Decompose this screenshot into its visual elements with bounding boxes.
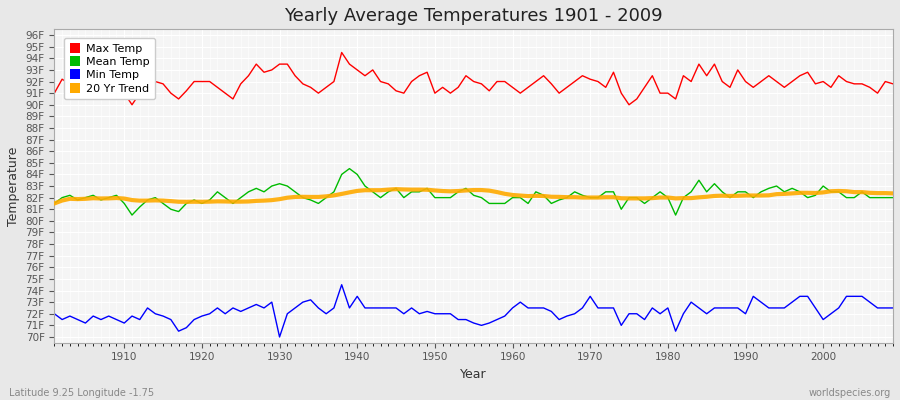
Line: Max Temp: Max Temp <box>54 52 893 105</box>
Max Temp <box>290 73 301 78</box>
Legend: Max Temp, Mean Temp, Min Temp, 20 Yr Trend: Max Temp, Mean Temp, Min Temp, 20 Yr Tre… <box>64 38 156 99</box>
Min Temp <box>274 334 285 339</box>
Max Temp <box>344 62 355 66</box>
Text: worldspecies.org: worldspecies.org <box>809 388 891 398</box>
20 Yr Trend <box>887 191 898 196</box>
Mean Temp <box>337 172 347 177</box>
Max Temp <box>887 82 898 86</box>
Mean Temp <box>49 201 59 206</box>
Max Temp <box>111 88 122 93</box>
20 Yr Trend <box>515 193 526 198</box>
Line: Mean Temp: Mean Temp <box>54 169 893 215</box>
20 Yr Trend <box>282 195 292 200</box>
Max Temp <box>49 91 59 96</box>
20 Yr Trend <box>111 196 122 200</box>
Title: Yearly Average Temperatures 1901 - 2009: Yearly Average Temperatures 1901 - 2009 <box>284 7 663 25</box>
20 Yr Trend <box>49 201 59 206</box>
Max Temp <box>127 102 138 107</box>
X-axis label: Year: Year <box>461 368 487 381</box>
Mean Temp <box>616 207 626 212</box>
Min Temp <box>344 306 355 310</box>
Mean Temp <box>515 195 526 200</box>
Line: Min Temp: Min Temp <box>54 285 893 337</box>
20 Yr Trend <box>391 187 401 192</box>
Line: 20 Yr Trend: 20 Yr Trend <box>54 189 893 204</box>
Min Temp <box>887 306 898 310</box>
Min Temp <box>111 317 122 322</box>
20 Yr Trend <box>328 193 339 198</box>
Max Temp <box>523 85 534 90</box>
Min Temp <box>290 306 301 310</box>
Max Temp <box>515 91 526 96</box>
Max Temp <box>337 50 347 55</box>
Min Temp <box>523 306 534 310</box>
Y-axis label: Temperature: Temperature <box>7 146 20 226</box>
Min Temp <box>49 311 59 316</box>
Mean Temp <box>127 213 138 218</box>
20 Yr Trend <box>608 195 619 200</box>
Min Temp <box>616 323 626 328</box>
20 Yr Trend <box>507 192 517 197</box>
Mean Temp <box>344 166 355 171</box>
Min Temp <box>515 300 526 304</box>
Mean Temp <box>290 190 301 194</box>
Mean Temp <box>887 195 898 200</box>
Min Temp <box>337 282 347 287</box>
Max Temp <box>616 91 626 96</box>
Mean Temp <box>111 193 122 198</box>
Mean Temp <box>523 201 534 206</box>
Text: Latitude 9.25 Longitude -1.75: Latitude 9.25 Longitude -1.75 <box>9 388 154 398</box>
